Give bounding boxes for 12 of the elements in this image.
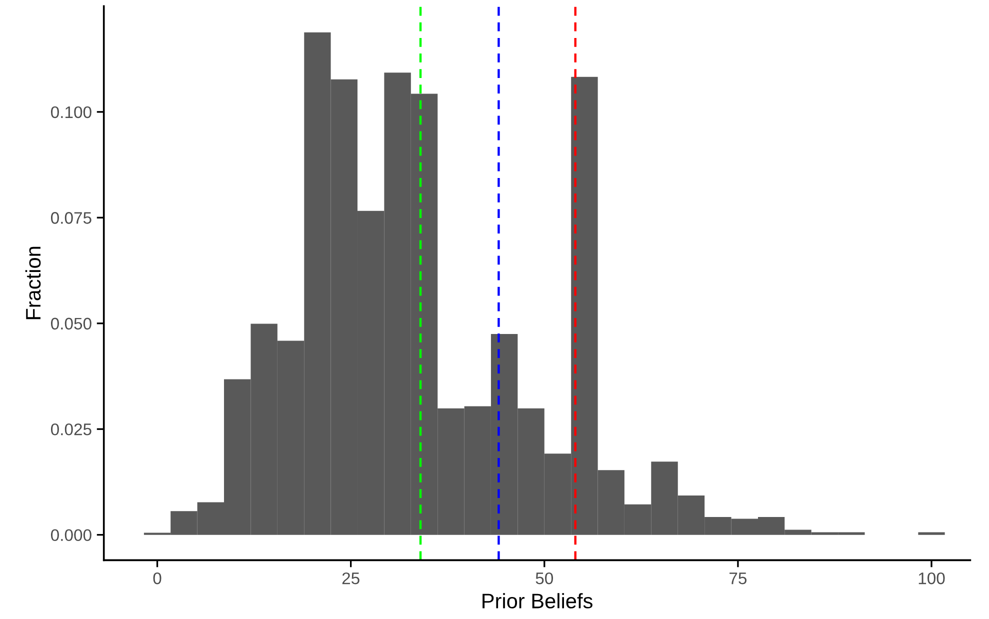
x-tick-label: 0 — [153, 572, 162, 584]
y-tick-label: 0.000 — [50, 529, 92, 542]
y-axis-title: Fraction — [25, 246, 41, 320]
x-tick-label: 100 — [918, 572, 945, 584]
y-tick-label: 0.050 — [50, 318, 92, 330]
y-tick-label: 0.100 — [50, 106, 92, 118]
x-tick-label: 25 — [342, 572, 360, 584]
x-tick-label: 50 — [536, 572, 553, 584]
x-tick-label: 75 — [730, 572, 747, 584]
x-axis-title: Prior Beliefs — [482, 593, 592, 608]
y-tick-label: 0.075 — [50, 212, 92, 224]
y-tick-label: 0.025 — [50, 423, 92, 436]
